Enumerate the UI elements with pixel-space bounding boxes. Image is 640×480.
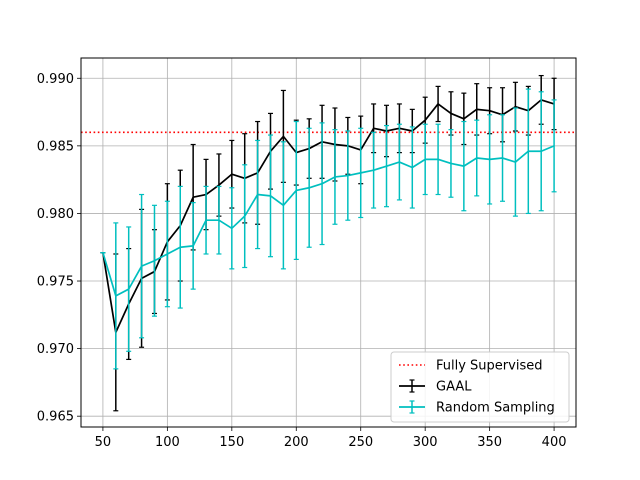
legend-label: Fully Supervised xyxy=(436,359,542,374)
x-tick-label: 150 xyxy=(219,435,244,450)
series-layer xyxy=(100,74,557,412)
x-tick-label: 350 xyxy=(477,435,502,450)
x-tick-label: 50 xyxy=(95,435,112,450)
legend: Fully Supervised GAAL Random Sampling xyxy=(390,351,570,423)
y-tick-label: 0.980 xyxy=(37,207,74,222)
legend-label: Random Sampling xyxy=(436,401,555,416)
plot-frame xyxy=(80,57,577,428)
series-1 xyxy=(100,88,557,370)
y-tick-label: 0.990 xyxy=(37,72,74,87)
y-tick-label: 0.970 xyxy=(37,342,74,357)
series-line xyxy=(102,145,555,297)
legend-label: GAAL xyxy=(436,380,472,395)
x-tick-label: 300 xyxy=(413,435,438,450)
y-tick-label: 0.985 xyxy=(37,139,74,154)
y-tick-label: 0.965 xyxy=(37,410,74,425)
x-tick-label: 250 xyxy=(348,435,373,450)
x-tick-label: 400 xyxy=(542,435,567,450)
legend-box xyxy=(390,351,570,423)
y-tick-label: 0.975 xyxy=(37,275,74,290)
axes: 50 100 150 200 250 300 350 400 0.965 0.970 0.975 0.… xyxy=(37,72,567,450)
x-tick-label: 200 xyxy=(284,435,309,450)
x-tick-label: 100 xyxy=(155,435,180,450)
series-line xyxy=(102,99,555,334)
